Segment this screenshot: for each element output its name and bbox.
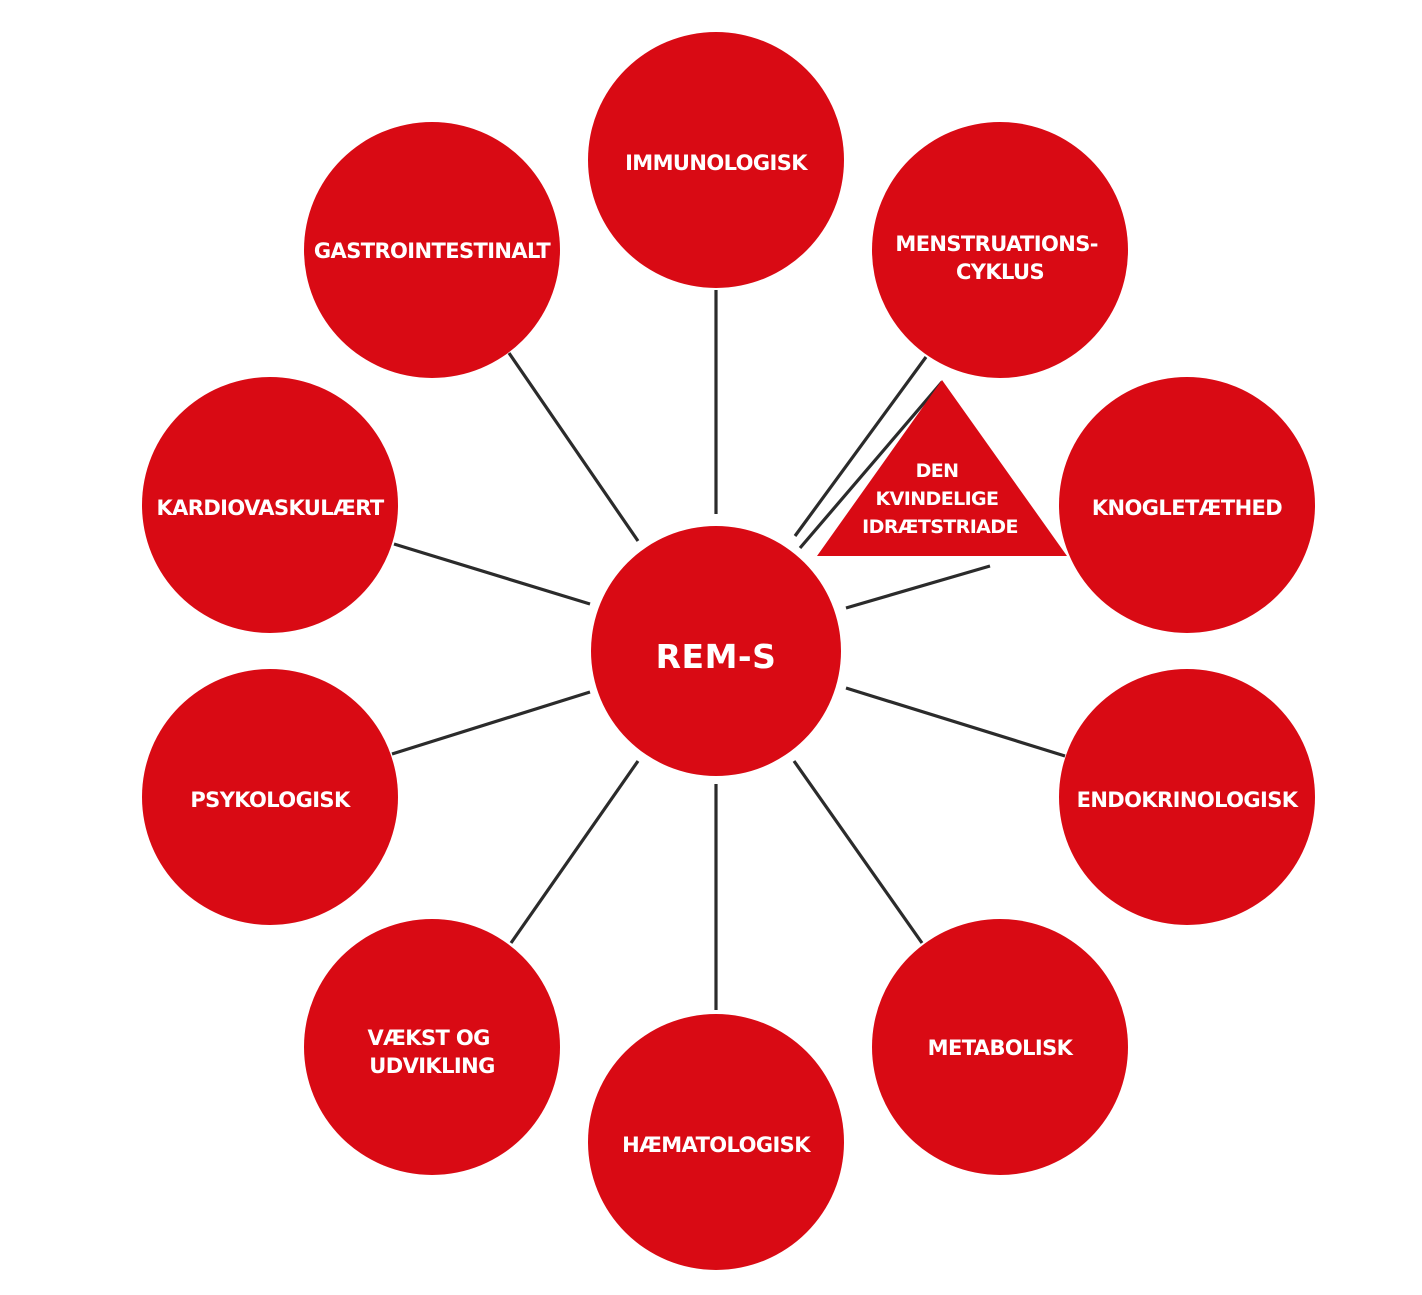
node-label-line: UDVIKLING (369, 1054, 494, 1078)
node-psykologisk-circle (142, 669, 398, 925)
node-metabolisk-circle (872, 919, 1128, 1175)
node-menstruationscyklus-label: MENSTRUATIONS- CYKLUS (895, 232, 1104, 284)
node-endokrinologisk: ENDOKRINOLOGISK (1059, 669, 1315, 925)
triad-label-line: KVINDELIGE (876, 488, 999, 510)
node-label-line: IMMUNOLOGISK (625, 151, 808, 175)
node-metabolisk: METABOLISK (872, 919, 1128, 1175)
node-label-line: ENDOKRINOLOGISK (1077, 788, 1299, 812)
node-psykologisk: PSYKOLOGISK (142, 669, 398, 925)
center-node-label: REM-S (656, 637, 777, 676)
node-knogletaethed-circle (1059, 377, 1315, 633)
node-endokrinologisk-label: ENDOKRINOLOGISK (1077, 788, 1299, 812)
node-menstruationscyklus-circle (872, 122, 1128, 378)
node-gastrointestinalt-circle (304, 122, 560, 378)
node-label-line: KARDIOVASKULÆRT (156, 496, 384, 520)
node-label-line: CYKLUS (956, 260, 1044, 284)
triad-label-line: IDRÆTSTRIADE (862, 516, 1018, 538)
node-label-line: GASTROINTESTINALT (314, 239, 551, 263)
node-haematologisk-label: HÆMATOLOGISK (622, 1133, 811, 1157)
center-node: REM-S (591, 526, 841, 776)
node-vaekst-og-udvikling-label: VÆKST OG UDVIKLING (367, 1026, 496, 1078)
node-vaekst-og-udvikling-circle (304, 919, 560, 1175)
connector-psykologisk (391, 690, 591, 756)
connector-metabolisk (792, 760, 924, 944)
node-immunologisk-circle (588, 32, 844, 288)
node-label-line: PSYKOLOGISK (190, 788, 351, 812)
connector-gastrointestinalt (507, 352, 640, 542)
node-haematologisk: HÆMATOLOGISK (588, 1014, 844, 1270)
node-immunologisk-label: IMMUNOLOGISK (625, 151, 808, 175)
connector-triad (798, 380, 944, 550)
connectors (391, 290, 1066, 1010)
node-label-line: METABOLISK (928, 1036, 1074, 1060)
node-vaekst-og-udvikling: VÆKST OG UDVIKLING (304, 919, 560, 1175)
node-label-line: MENSTRUATIONS- (895, 232, 1097, 256)
node-endokrinologisk-circle (1059, 669, 1315, 925)
node-label-line: KNOGLETÆTHED (1092, 496, 1282, 520)
triad-triangle: DEN KVINDELIGE IDRÆTSTRIADE (817, 380, 1067, 556)
connector-kardiovaskulaert (393, 542, 591, 606)
node-haematologisk-circle (588, 1014, 844, 1270)
node-gastrointestinalt-label: GASTROINTESTINALT (314, 239, 551, 263)
node-kardiovaskulaert-circle (142, 377, 398, 633)
triad-label-line: DEN (916, 460, 959, 482)
node-menstruationscyklus: MENSTRUATIONS- CYKLUS (872, 122, 1128, 378)
node-psykologisk-label: PSYKOLOGISK (190, 788, 351, 812)
connector-menstruationscyklus (793, 356, 928, 537)
node-label-line: HÆMATOLOGISK (622, 1133, 811, 1157)
node-label-line: VÆKST OG (367, 1026, 489, 1050)
node-knogletaethed-label: KNOGLETÆTHED (1092, 496, 1282, 520)
connector-vaekst-og-udvikling (509, 760, 640, 944)
node-kardiovaskulaert: KARDIOVASKULÆRT (142, 377, 398, 633)
node-kardiovaskulaert-label: KARDIOVASKULÆRT (156, 496, 384, 520)
node-metabolisk-label: METABOLISK (928, 1036, 1074, 1060)
triad-shape (817, 380, 1067, 556)
node-immunologisk: IMMUNOLOGISK (588, 32, 844, 288)
triad-label: DEN KVINDELIGE IDRÆTSTRIADE (862, 460, 1018, 538)
node-knogletaethed: KNOGLETÆTHED (1059, 377, 1315, 633)
node-gastrointestinalt: GASTROINTESTINALT (304, 122, 560, 378)
connector-knogletaethed (845, 564, 991, 610)
connector-endokrinologisk (845, 686, 1066, 758)
center-node-circle (591, 526, 841, 776)
